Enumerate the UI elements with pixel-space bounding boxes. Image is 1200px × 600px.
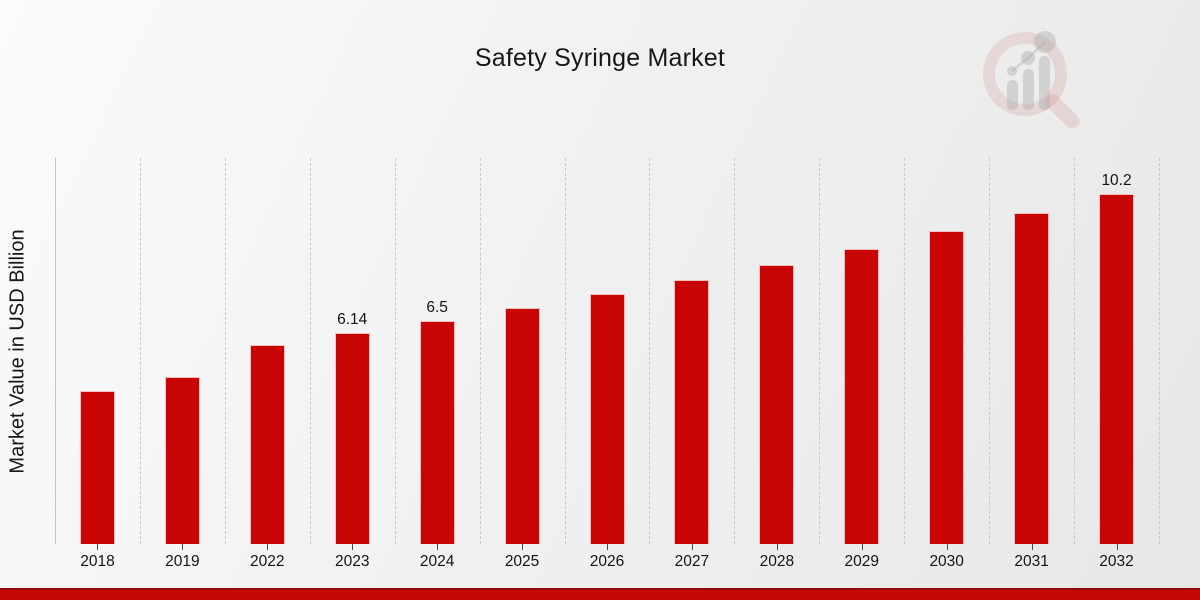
bar-2030 [929,231,965,544]
x-axis-tick [352,544,354,550]
x-tick-label-2028: 2028 [759,553,795,570]
vertical-gridline [394,158,396,544]
vertical-gridline [904,158,906,544]
bar-2018 [79,390,115,544]
bottom-accent-bar [0,588,1200,600]
vertical-gridline [1074,158,1076,544]
x-tick-label-2027: 2027 [674,553,710,570]
x-tick-label-2026: 2026 [589,553,625,570]
x-axis-tick [437,544,439,550]
bar-value-label-2024: 6.5 [426,298,448,316]
x-tick-label-2019: 2019 [165,553,200,570]
x-tick-label-2022: 2022 [250,553,285,570]
x-axis-tick [946,544,948,550]
bar-value-label-2023: 6.14 [337,311,368,329]
x-axis-tick [607,544,608,550]
vertical-gridline [734,158,736,544]
plot-area: 2018 2019 2022 2023 6.14 2024 6.5 2025 2026 2027 2… [55,158,1160,570]
vertical-gridline [649,158,651,544]
x-axis-tick [1116,544,1118,550]
vertical-gridline [564,158,566,544]
vertical-gridline [479,158,481,544]
vertical-gridline [1159,158,1160,544]
bar-2027 [674,279,710,544]
bar-2029 [844,248,880,544]
x-axis-tick [522,544,524,550]
x-tick-label-2029: 2029 [844,553,879,570]
bar-2019 [164,376,200,544]
bar-2023 [334,333,370,544]
chart-title: Safety Syringe Market [474,44,726,72]
bar-2022 [249,345,285,544]
bar-value-label-2032: 10.2 [1101,172,1132,190]
vertical-gridline [989,158,991,544]
x-tick-label-2018: 2018 [80,553,115,570]
bar-2032 [1099,194,1135,544]
x-axis-tick [1031,544,1033,550]
bar-2028 [759,264,795,544]
x-axis-tick [182,544,184,550]
y-axis-line [55,158,56,544]
magnifier-bar-chart-logo-icon [975,22,1085,132]
bar-2025 [504,307,540,544]
x-axis-tick [691,544,693,550]
x-axis-tick [97,544,99,550]
vertical-gridline [309,158,311,544]
x-tick-label-2031: 2031 [1014,553,1049,570]
x-tick-label-2025: 2025 [504,553,540,570]
x-tick-label-2024: 2024 [419,553,455,570]
x-tick-label-2030: 2030 [929,553,964,570]
vertical-gridline [139,158,141,544]
y-axis-label: Market Value in USD Billion [6,229,29,474]
bar-2026 [589,294,625,544]
x-axis-tick [776,544,778,550]
x-axis-tick [861,544,863,550]
bar-2024 [419,320,455,544]
bar-2031 [1014,213,1050,544]
x-axis-tick [267,544,269,550]
vertical-gridline [819,158,821,544]
vertical-gridline [224,158,226,544]
x-tick-label-2032: 2032 [1099,553,1134,570]
x-tick-label-2023: 2023 [334,553,370,570]
